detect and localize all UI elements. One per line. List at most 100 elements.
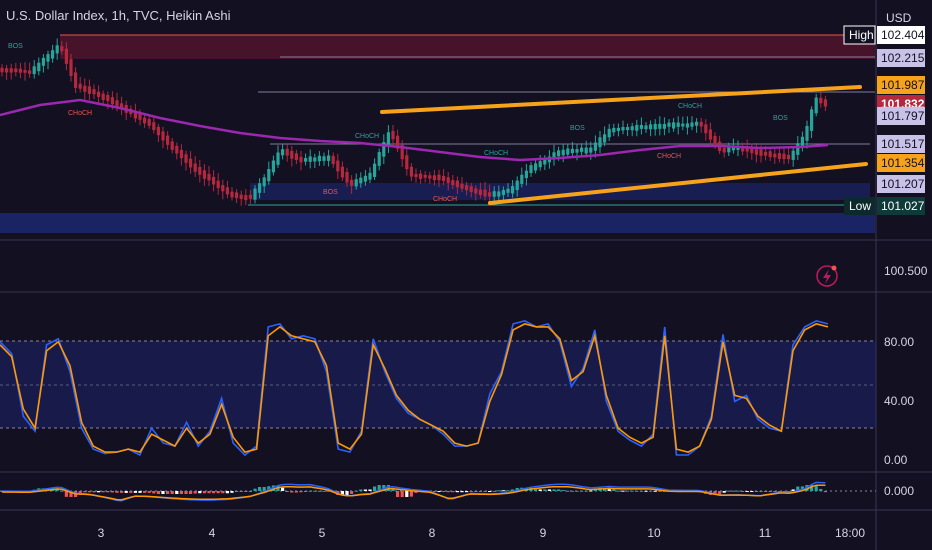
lightning-icon-ring[interactable]	[816, 265, 838, 287]
macd-bar	[639, 490, 643, 492]
macd-bar	[722, 491, 726, 493]
candle-body	[511, 186, 515, 194]
macd-bar	[754, 491, 758, 492]
macd-bar	[515, 487, 519, 491]
annotation-label: CHoCH	[484, 150, 508, 157]
candle-body	[497, 191, 501, 197]
time-tick-label: 11	[759, 526, 772, 540]
candle-body	[5, 68, 9, 73]
macd-bar	[474, 491, 478, 492]
low-zone	[0, 213, 875, 233]
macd-bar	[304, 491, 308, 492]
candle-body	[147, 119, 151, 126]
candle-body	[92, 89, 96, 95]
candle-body	[115, 100, 119, 107]
candle-body	[64, 48, 68, 64]
stochastic-pane	[0, 320, 876, 457]
candle-body	[658, 123, 662, 129]
macd-bar	[244, 491, 248, 492]
macd-bar	[414, 491, 418, 493]
candle-body	[731, 145, 735, 151]
macd-bar	[64, 491, 68, 497]
indicator-pane-1	[816, 265, 838, 287]
price-label-box	[877, 175, 925, 193]
candle-body	[437, 174, 441, 181]
macd-bar	[281, 487, 285, 491]
macd-bar	[60, 490, 64, 492]
macd-bar	[193, 491, 197, 494]
candle-body	[281, 149, 285, 156]
candle-body	[672, 122, 676, 129]
macd-bar	[262, 487, 266, 491]
candle-body	[598, 137, 602, 148]
macd-bar	[810, 485, 814, 491]
macd-bar	[607, 488, 611, 491]
price-scale: USD High 102.404102.215101.987101.832101.…	[843, 11, 928, 498]
candle-body	[796, 143, 800, 155]
stochastic-d-line	[0, 323, 829, 454]
macd-bar	[207, 491, 211, 494]
macd-signal-line	[1, 484, 826, 501]
macd-bar	[653, 490, 657, 492]
candle-body	[331, 155, 335, 165]
candle-body	[267, 168, 271, 182]
macd-bar	[644, 490, 648, 492]
price-labels: High 102.404102.215101.987101.832101.7971…	[843, 25, 925, 215]
candle-body	[74, 72, 78, 88]
macd-bar	[727, 490, 731, 492]
macd-bar	[492, 490, 496, 492]
macd-bar	[87, 491, 91, 493]
macd-bar	[773, 491, 777, 492]
candle-body	[207, 173, 211, 181]
macd-bar	[110, 491, 114, 493]
macd-bar	[534, 488, 538, 491]
macd-bar	[299, 491, 303, 493]
candle-body	[451, 180, 455, 186]
candle-body	[28, 70, 32, 74]
candle-body	[764, 151, 768, 156]
candle-body	[138, 113, 142, 120]
macd-bar	[787, 491, 791, 492]
macd-bar	[455, 491, 459, 493]
candle-body	[681, 123, 685, 127]
candle-body	[133, 110, 137, 119]
annotation-label: CHoCH	[68, 110, 92, 117]
candle-body	[212, 176, 216, 185]
candle-body	[216, 180, 220, 189]
macd-bar	[308, 490, 312, 492]
candle-body	[501, 189, 505, 196]
candle-body	[529, 165, 533, 173]
candle-body	[419, 173, 423, 179]
candle-body	[78, 83, 82, 89]
time-axis: 3 4 5 8 9 10 11 18:00	[98, 526, 866, 540]
candle-body	[810, 109, 814, 131]
candle-body	[649, 124, 653, 130]
candle-body	[538, 161, 542, 168]
macd-bar	[451, 491, 455, 493]
macd-bar	[124, 491, 128, 493]
structure-annotations: BOS CHoCH BOS CHoCH CHoCH CHoCH BOS CHoCH CHoCH B…	[8, 43, 788, 203]
price-label-box	[877, 197, 925, 215]
candle-body	[294, 153, 298, 161]
candle-body	[340, 166, 344, 178]
candle-body	[18, 68, 22, 73]
candle-body	[685, 123, 689, 128]
macd-bar	[483, 491, 487, 492]
candle-body	[584, 147, 588, 154]
candle-body	[51, 50, 55, 59]
candle-body	[690, 122, 694, 127]
lightning-icon[interactable]	[823, 269, 831, 284]
candle-body	[414, 174, 418, 178]
candle-body	[630, 126, 634, 131]
macd-bar	[354, 490, 358, 492]
macd-bar	[230, 491, 234, 493]
price-label-box	[877, 49, 925, 67]
candle-body	[69, 59, 73, 76]
chart-title: U.S. Dollar Index, 1h, TVC, Heikin Ashi	[6, 8, 231, 23]
macd-bar	[750, 491, 754, 492]
macd-bar	[446, 491, 450, 493]
macd-bar	[198, 491, 202, 494]
candle-body	[120, 103, 124, 109]
macd-bar	[506, 490, 510, 492]
